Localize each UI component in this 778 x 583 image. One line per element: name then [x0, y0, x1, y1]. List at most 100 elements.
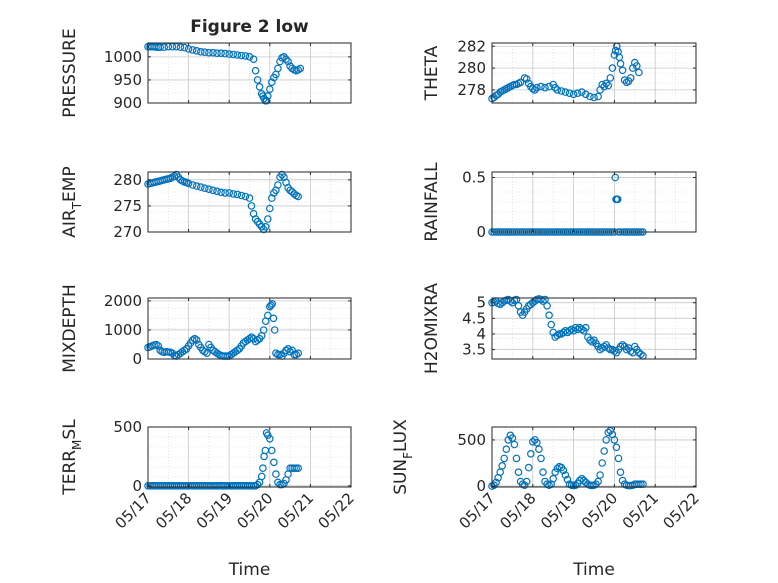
- series-markers: [488, 295, 647, 360]
- data-point: [201, 48, 209, 57]
- data-point: [594, 477, 602, 486]
- data-point: [498, 298, 507, 307]
- y-tick-label: 5: [476, 294, 486, 312]
- data-point: [296, 64, 305, 73]
- axes-box: [147, 297, 352, 360]
- data-point: [257, 472, 266, 481]
- series-markers: [144, 299, 303, 360]
- data-point: [600, 447, 609, 455]
- data-point: [577, 325, 586, 334]
- y-tick-label: 0.5: [462, 168, 486, 186]
- data-point: [261, 223, 270, 231]
- y-tick-label: 500: [457, 431, 486, 449]
- data-point: [253, 480, 262, 489]
- data-point: [571, 481, 580, 490]
- data-point: [294, 464, 303, 473]
- x-axis-label: Time: [572, 560, 615, 580]
- data-point: [176, 43, 185, 52]
- data-point: [614, 454, 623, 463]
- data-point: [559, 466, 568, 475]
- data-point: [270, 326, 279, 334]
- data-point: [201, 184, 209, 193]
- y-tick-label: 2000: [104, 292, 142, 310]
- data-point: [247, 333, 256, 342]
- data-point: [233, 346, 242, 355]
- data-point: [551, 83, 560, 92]
- x-tick-label: 05/21: [274, 489, 317, 532]
- y-axis-label: PRESSURE: [60, 28, 80, 117]
- data-point: [221, 49, 229, 58]
- data-point: [553, 86, 562, 94]
- data-point: [596, 471, 604, 479]
- data-point: [608, 64, 617, 72]
- data-point: [586, 336, 594, 345]
- data-point: [565, 89, 574, 98]
- data-point: [188, 181, 197, 189]
- data-point: [276, 350, 284, 359]
- subplot-pressure: 900 950 1000 PRESSURE Figure 2 low: [60, 17, 352, 118]
- data-point: [606, 345, 615, 354]
- data-point: [557, 87, 566, 95]
- data-point: [267, 301, 275, 310]
- data-point: [551, 468, 560, 477]
- data-point: [539, 468, 547, 477]
- y-tick-label: 1000: [104, 321, 142, 339]
- x-tick-label: 05/17: [456, 489, 499, 532]
- data-point: [265, 434, 274, 443]
- data-point: [612, 443, 621, 452]
- y-axis-label: MIXDEPTH: [60, 284, 80, 373]
- y-tick-label: 950: [113, 71, 142, 89]
- data-point: [581, 90, 590, 99]
- data-point: [588, 337, 596, 346]
- y-tick-label: 280: [457, 59, 486, 77]
- data-point: [561, 471, 570, 479]
- data-point: [611, 173, 620, 182]
- y-tick-label: 282: [457, 37, 486, 55]
- y-tick-label: 270: [113, 223, 142, 241]
- data-point: [241, 52, 250, 60]
- x-tick-label: 05/22: [315, 489, 358, 532]
- data-point: [192, 182, 201, 190]
- data-point: [263, 311, 272, 320]
- y-tick-label: 0: [476, 223, 486, 241]
- data-point: [251, 66, 260, 75]
- data-point: [533, 83, 541, 92]
- x-tick-label: 05/19: [193, 489, 236, 532]
- data-point: [563, 475, 572, 484]
- y-axis-label-main: AIR: [60, 209, 80, 238]
- data-point: [498, 461, 507, 470]
- data-point: [604, 81, 613, 90]
- data-point: [188, 336, 197, 344]
- data-point: [547, 320, 556, 329]
- data-point: [545, 311, 553, 320]
- data-point: [267, 446, 276, 455]
- data-point: [594, 92, 602, 101]
- data-point: [192, 336, 201, 344]
- y-axis-label-main: TERR: [60, 450, 80, 496]
- data-point: [610, 347, 619, 356]
- data-point: [600, 342, 609, 351]
- data-point: [170, 172, 179, 181]
- y-tick-label: 278: [457, 81, 486, 99]
- data-point: [590, 93, 598, 102]
- data-point: [270, 458, 278, 467]
- major-grid: [492, 298, 696, 359]
- data-point: [549, 474, 558, 483]
- data-point: [237, 51, 246, 60]
- y-axis-label: RAINFALL: [422, 162, 442, 242]
- data-point: [520, 481, 529, 490]
- data-point: [606, 74, 615, 82]
- x-axis-label: Time: [228, 560, 271, 580]
- data-point: [160, 43, 169, 52]
- x-tick-label: 05/20: [233, 489, 276, 532]
- data-point: [604, 344, 613, 352]
- data-point: [217, 188, 225, 197]
- data-point: [626, 74, 635, 82]
- data-point: [180, 43, 189, 52]
- data-point: [247, 202, 256, 210]
- x-tick-label: 05/20: [578, 489, 621, 532]
- data-point: [526, 449, 535, 458]
- data-point: [192, 46, 201, 55]
